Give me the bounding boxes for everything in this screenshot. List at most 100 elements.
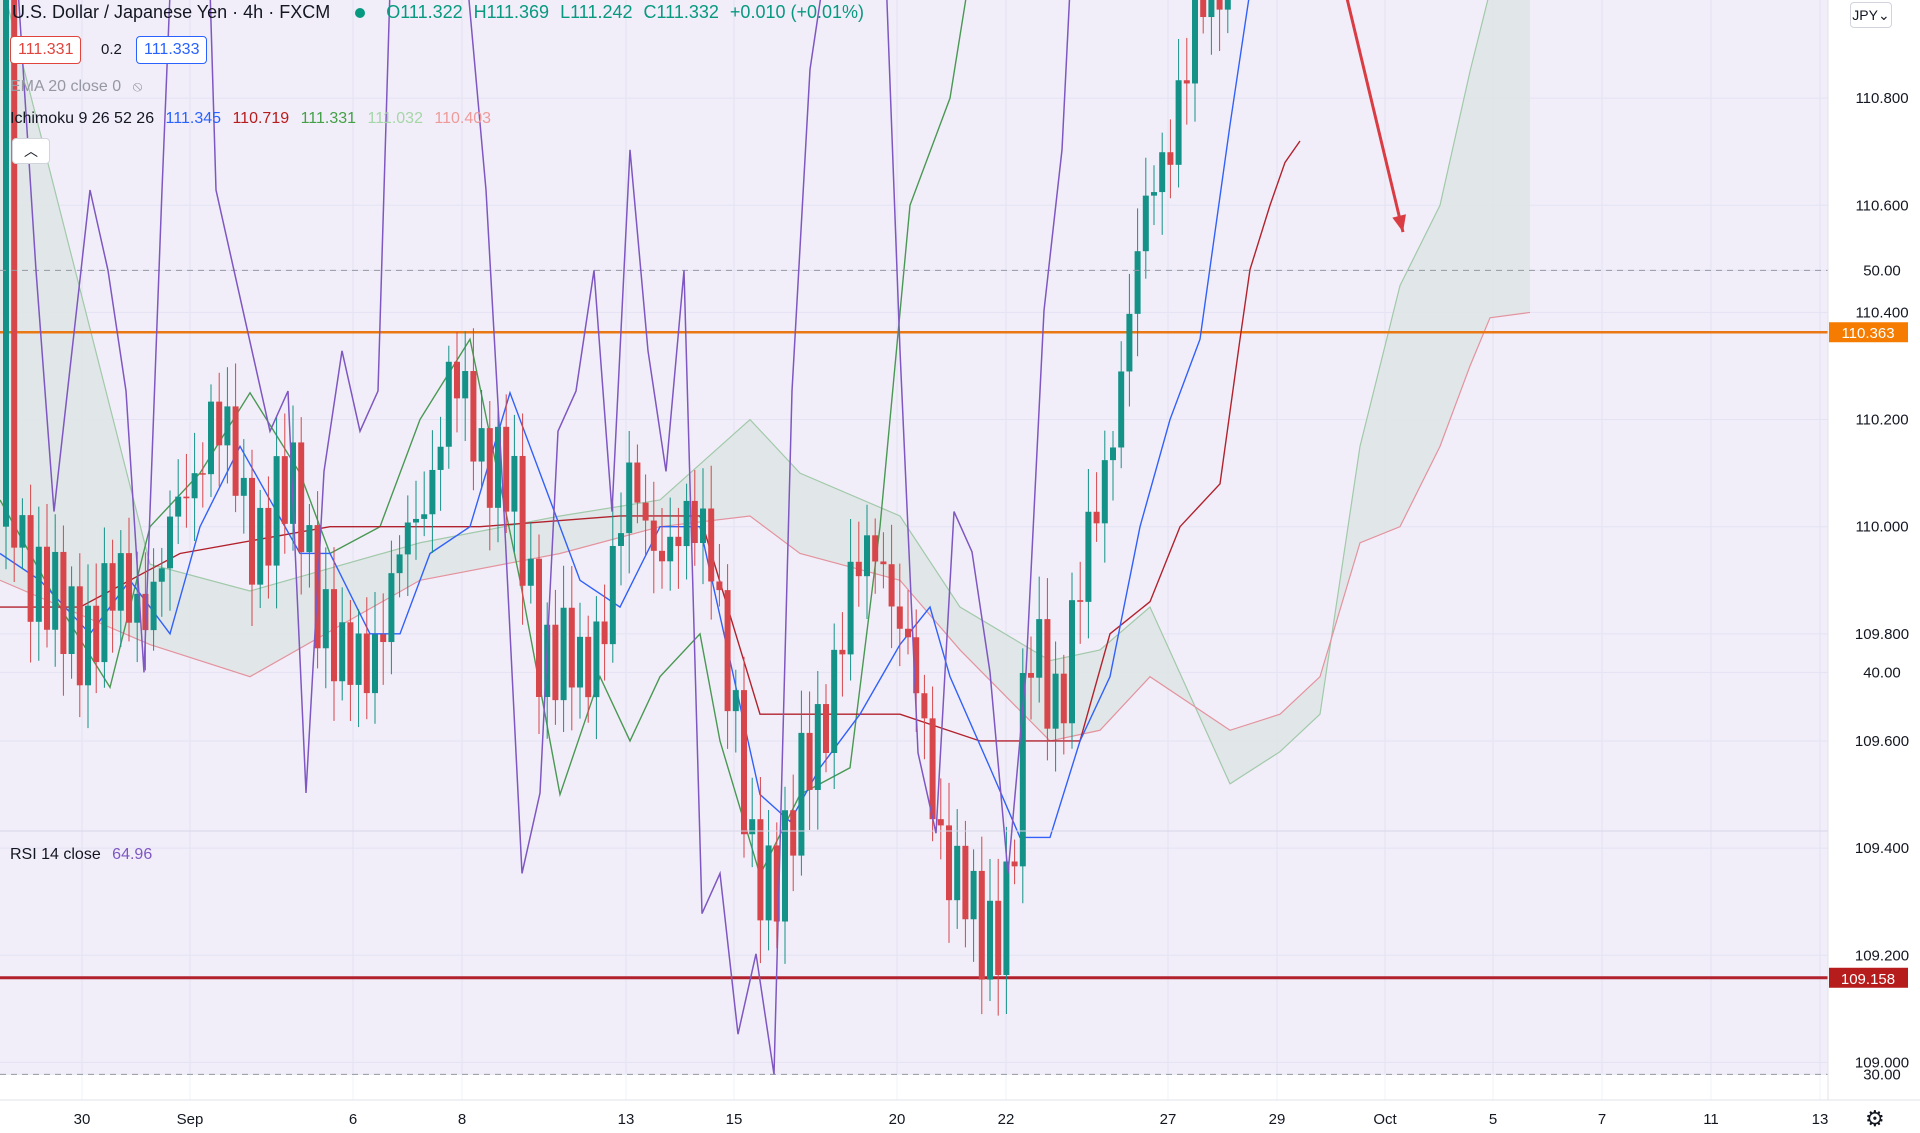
candle-body xyxy=(322,589,329,649)
candle-body xyxy=(11,0,18,548)
candle-body xyxy=(1175,80,1182,165)
price-axis xyxy=(1828,0,1920,1133)
rsi-legend[interactable]: RSI 14 close 64.96 xyxy=(10,846,159,864)
candle-body xyxy=(708,508,715,582)
candle-body xyxy=(462,371,469,399)
ema-label: EMA 20 close 0 xyxy=(10,78,122,95)
candle-body xyxy=(290,442,296,524)
candle-body xyxy=(1167,152,1174,165)
settings-gear-icon[interactable]: ⚙ xyxy=(1865,1106,1885,1131)
candle-body xyxy=(126,553,132,623)
ichimoku-label: Ichimoku 9 26 52 26 xyxy=(10,110,155,127)
candle-body xyxy=(445,361,452,447)
candle-body xyxy=(429,469,436,515)
candle-body xyxy=(478,428,485,462)
candle-body xyxy=(1052,673,1059,729)
candle-body xyxy=(1110,447,1116,461)
candle-body xyxy=(27,515,34,622)
candle-body xyxy=(847,561,854,655)
candle-body xyxy=(1151,192,1157,196)
x-tick-label: 6 xyxy=(349,1111,357,1128)
x-tick-label: 29 xyxy=(1269,1111,1286,1128)
x-tick-label: 8 xyxy=(458,1111,466,1128)
candle-body xyxy=(44,546,50,630)
candle-body xyxy=(1183,80,1190,84)
candle-body xyxy=(85,605,91,686)
candle-body xyxy=(585,636,592,698)
symbol-title: U.S. Dollar / Japanese Yen xyxy=(12,2,228,22)
level-price-label: 109.158 xyxy=(1841,971,1895,988)
candle-body xyxy=(503,426,510,512)
x-tick-label: 11 xyxy=(1703,1111,1719,1128)
candle-body xyxy=(790,810,797,856)
candle-body xyxy=(978,870,985,980)
y-tick-label: 109.200 xyxy=(1855,947,1909,964)
rsi-tick-label: 50.00 xyxy=(1863,262,1901,279)
candle-body xyxy=(1011,861,1018,867)
candle-body xyxy=(757,819,764,921)
candle-body xyxy=(823,704,829,753)
candle-body xyxy=(1224,0,1231,10)
candle-body xyxy=(1192,0,1198,84)
candle-body xyxy=(929,718,936,820)
candle-body xyxy=(495,426,501,508)
candle-body xyxy=(511,455,518,512)
candle-body xyxy=(609,545,616,645)
forecast-arrow-head xyxy=(1392,214,1406,233)
y-tick-label: 110.600 xyxy=(1855,197,1908,214)
candle-body xyxy=(413,518,419,523)
candle-body xyxy=(814,704,821,790)
candle-body xyxy=(421,514,428,519)
candle-body xyxy=(486,428,493,508)
y-tick-label: 109.000 xyxy=(1855,1054,1909,1071)
candle-body xyxy=(519,455,526,586)
candle-body xyxy=(281,456,288,524)
candle-body xyxy=(232,406,239,496)
candle-body xyxy=(568,607,575,688)
y-tick-label: 110.400 xyxy=(1855,304,1908,321)
candle-body xyxy=(1216,0,1223,10)
ohlc-change: +0.010 (+0.01%) xyxy=(729,2,865,22)
ichimoku-legend[interactable]: Ichimoku 9 26 52 26 111.345 110.719 111.… xyxy=(10,110,498,128)
candle-body xyxy=(396,554,403,574)
candle-body xyxy=(691,500,698,544)
candle-body xyxy=(601,621,608,645)
candle-body xyxy=(593,621,600,698)
y-tick-label: 109.400 xyxy=(1855,840,1909,857)
eye-off-icon[interactable]: ⦸ xyxy=(132,78,143,95)
candle-body xyxy=(642,502,649,521)
candle-body xyxy=(995,900,1002,976)
candle-body xyxy=(454,361,460,399)
candle-body xyxy=(216,401,223,446)
y-tick-label: 109.600 xyxy=(1855,733,1909,750)
interval[interactable]: 4h xyxy=(243,2,264,22)
currency-dropdown[interactable]: JPY⌄ xyxy=(1850,2,1892,28)
candle-body xyxy=(355,633,362,685)
ohlc-high: H111.369 xyxy=(473,2,550,22)
exchange: FXCM xyxy=(279,2,331,22)
candle-body xyxy=(716,581,723,591)
buy-price-button[interactable]: 111.333 xyxy=(136,36,208,64)
candle-body xyxy=(208,401,214,475)
candle-body xyxy=(773,845,780,922)
candle-body xyxy=(306,525,313,553)
candle-body xyxy=(134,593,141,623)
candle-body xyxy=(864,535,870,577)
x-tick-label: 7 xyxy=(1598,1111,1606,1128)
candle-body xyxy=(1028,672,1034,678)
candle-body xyxy=(905,628,911,638)
candle-body xyxy=(741,690,747,835)
x-tick-label: 22 xyxy=(998,1111,1015,1128)
candle-body xyxy=(798,732,805,856)
candle-body xyxy=(954,845,961,901)
candle-body xyxy=(142,593,149,631)
rsi-line xyxy=(17,0,1071,1075)
collapse-legend-button[interactable]: ︿ xyxy=(12,138,50,164)
y-tick-label: 109.800 xyxy=(1855,626,1909,643)
ichimoku-kijun-value: 110.719 xyxy=(232,110,290,127)
sell-price-button[interactable]: 111.331 xyxy=(10,36,82,64)
ema-legend[interactable]: EMA 20 close 0 ⦸ xyxy=(10,78,149,96)
candle-body xyxy=(19,515,26,548)
ohlc-open: O111.322 xyxy=(386,2,463,22)
